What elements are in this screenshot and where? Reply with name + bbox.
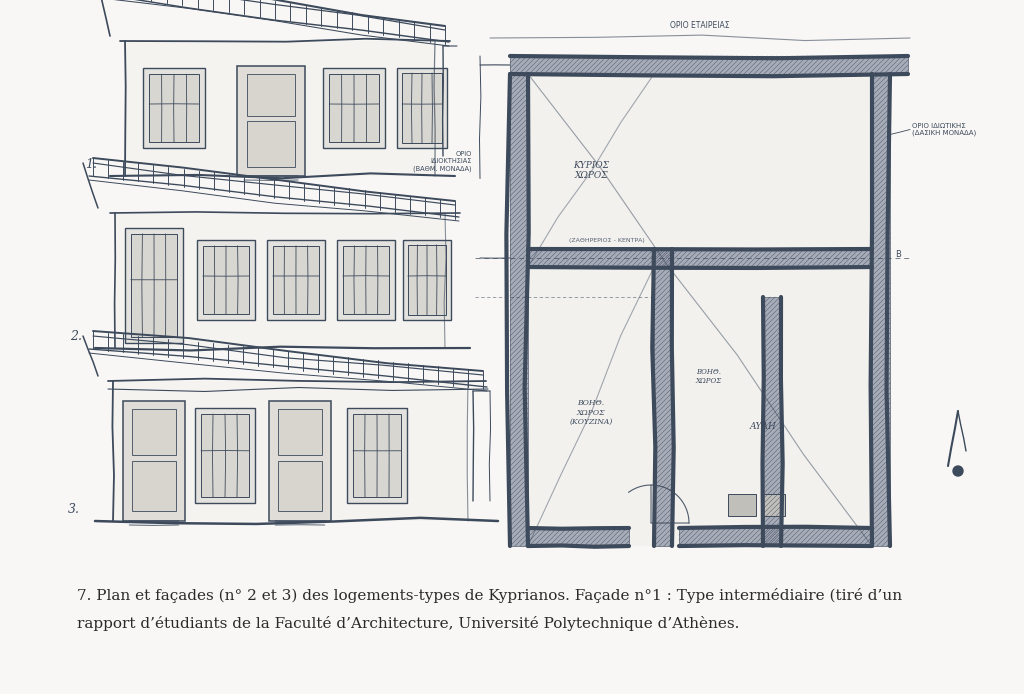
Bar [150,74,199,142]
Bar [763,297,781,546]
Bar [201,414,249,497]
Text: 1.: 1. [85,158,97,171]
Bar [353,414,401,497]
Bar [132,461,176,511]
Bar [279,461,322,511]
Bar [347,408,407,503]
Bar [272,246,319,314]
Bar [763,494,785,516]
Bar [125,41,435,176]
Bar [113,381,468,521]
Bar [403,240,451,320]
Bar [132,409,176,455]
Text: ΟΡΙΟ ΙΔΙΩΤΙΚΗΣ
(ΔΑΣΙΚΗ ΜΟΝΑΔΑ): ΟΡΙΟ ΙΔΙΩΤΙΚΗΣ (ΔΑΣΙΚΗ ΜΟΝΑΔΑ) [912,123,976,136]
Bar [510,74,528,546]
Bar [269,401,331,521]
Text: ΟΡΙΟ ΕΤΑΙΡΕΙΑΣ: ΟΡΙΟ ΕΤΑΙΡΕΙΑΣ [670,21,730,30]
Bar [402,73,442,143]
Bar [115,213,445,348]
Circle shape [953,466,963,476]
Bar [125,228,183,343]
Bar [408,245,446,315]
Bar [247,121,295,167]
Text: 2.: 2. [70,330,82,343]
Text: ΒΟΗΘ.
ΧΩΡΟΣ
(ΚΟΥΖΙΝΑ): ΒΟΗΘ. ΧΩΡΟΣ (ΚΟΥΖΙΝΑ) [569,399,612,425]
Bar [872,74,890,546]
Text: rapport d’étudiants de la Faculté d’Architecture, Université Polytechnique d’Ath: rapport d’étudiants de la Faculté d’Arch… [77,616,739,631]
Bar [397,68,447,148]
Bar [728,494,756,516]
Text: 7. Plan et façades (n° 2 et 3) des logements-types de Kyprianos. Façade n°1 : Ty: 7. Plan et façades (n° 2 et 3) des logem… [77,589,902,603]
Bar [337,240,395,320]
Bar [123,401,185,521]
Bar [528,528,629,546]
Bar [528,249,872,267]
Bar [323,68,385,148]
Text: (ΖΑΘΗΡΕΡΙΟΣ - ΚΕΝΤΡΑ): (ΖΑΘΗΡΕΡΙΟΣ - ΚΕΝΤΡΑ) [569,238,645,243]
Text: ΒΟΗΘ.
ΧΩΡΟΣ: ΒΟΗΘ. ΧΩΡΟΣ [695,368,722,385]
Bar [195,408,255,503]
Bar [510,56,908,74]
Bar [679,528,872,546]
Text: ΑΥΛΗ: ΑΥΛΗ [750,422,776,431]
Bar [203,246,249,314]
Bar [654,249,672,546]
Bar [267,240,325,320]
Text: ΚΥΡΙΟΣ
ΧΩΡΟΣ: ΚΥΡΙΟΣ ΧΩΡΟΣ [573,161,609,180]
Bar [131,234,177,337]
Bar [343,246,389,314]
Bar [237,66,305,176]
Bar [247,74,295,115]
Bar [197,240,255,320]
Bar [510,56,890,546]
Text: ΟΡΙΟ
ΙΔΙΟΚΤΗΣΙΑΣ
(ΒΑΘΜ. ΜΟΝΑΔΑ): ΟΡΙΟ ΙΔΙΟΚΤΗΣΙΑΣ (ΒΑΘΜ. ΜΟΝΑΔΑ) [414,151,472,171]
Text: Β: Β [895,250,901,259]
Text: 3.: 3. [68,503,80,516]
Bar [279,409,322,455]
Bar [143,68,205,148]
Bar [329,74,379,142]
